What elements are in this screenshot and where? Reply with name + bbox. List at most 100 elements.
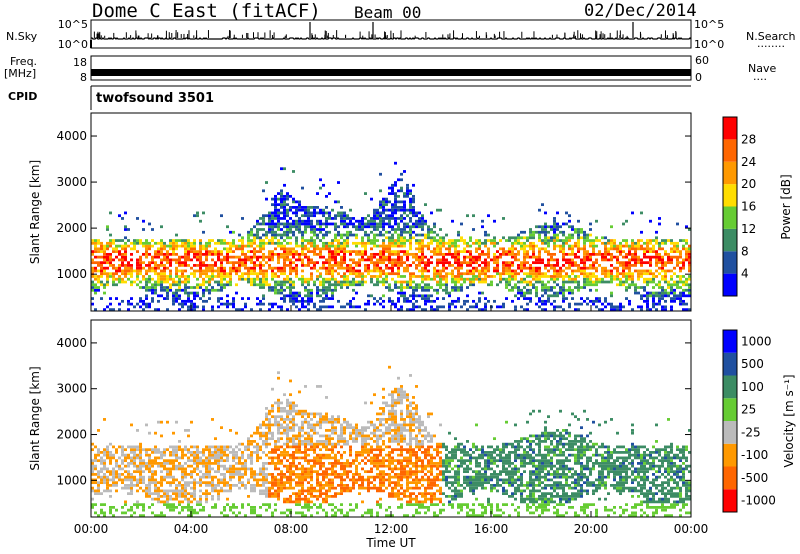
velocity-panel-cell (244, 448, 247, 452)
power-panel-cell (358, 252, 361, 256)
velocity-panel-cell (217, 481, 220, 485)
power-panel-cell (274, 247, 277, 251)
power-panel-cell (655, 239, 658, 242)
velocity-panel-cell (157, 492, 160, 496)
power-panel-cell (418, 219, 421, 223)
power-panel-cell (340, 264, 343, 267)
power-panel-cell (316, 211, 319, 215)
power-panel-cell (193, 308, 196, 311)
velocity-panel-cell (184, 445, 187, 449)
velocity-panel-cell (151, 448, 154, 452)
velocity-panel-cell (286, 514, 289, 517)
power-panel-cell (292, 225, 295, 229)
power-panel-cell (466, 294, 469, 298)
power-panel-cell (505, 280, 508, 284)
power-panel-cell (379, 269, 382, 273)
power-panel-cell (295, 228, 298, 231)
power-panel-cell (532, 233, 535, 237)
power-panel-cell (145, 272, 148, 276)
velocity-panel-cell (286, 398, 289, 402)
power-panel-cell (436, 250, 439, 253)
power-panel-cell (505, 264, 508, 267)
power-panel-cell (316, 233, 319, 237)
power-panel-cell (334, 247, 337, 251)
power-panel-cell (637, 275, 640, 278)
velocity-panel-cell (142, 462, 145, 465)
power-panel-cell (529, 233, 532, 237)
velocity-panel-cell (148, 492, 151, 496)
power-panel-cell (208, 266, 211, 270)
power-panel-cell (301, 230, 304, 234)
power-panel-cell (655, 250, 658, 253)
power-panel-cell (313, 302, 316, 306)
velocity-panel-cell (238, 456, 241, 460)
power-panel-cell (481, 261, 484, 265)
power-panel-cell (634, 269, 637, 273)
power-panel-cell (421, 272, 424, 276)
power-panel-cell (310, 239, 313, 242)
power-panel-cell (577, 255, 580, 259)
power-panel-cell (394, 219, 397, 223)
power-panel-cell (199, 272, 202, 276)
velocity-panel-cell (304, 431, 307, 435)
power-panel-cell (475, 261, 478, 265)
power-panel-cell (481, 308, 484, 311)
power-panel-cell (415, 214, 418, 218)
power-panel-cell (409, 228, 412, 231)
power-panel-cell (109, 233, 112, 237)
velocity-panel-cell (289, 409, 292, 413)
power-panel-cell (613, 266, 616, 270)
power-panel-cell (484, 264, 487, 267)
power-panel-cell (343, 283, 346, 287)
power-panel-cell (187, 299, 190, 303)
power-panel-cell (187, 247, 190, 251)
velocity-panel-cell (292, 445, 295, 449)
power-panel-cell (208, 264, 211, 267)
power-panel-cell (136, 269, 139, 273)
power-panel-cell (319, 230, 322, 234)
velocity-panel-cell (271, 437, 274, 441)
power-panel-cell (481, 277, 484, 281)
power-panel-cell (295, 244, 298, 248)
velocity-panel-cell (169, 508, 172, 512)
power-panel-cell (478, 291, 481, 295)
power-panel-cell (217, 297, 220, 300)
power-panel-cell (469, 258, 472, 262)
power-panel-cell (283, 197, 286, 201)
power-panel-cell (598, 239, 601, 242)
velocity-panel-cell (307, 497, 310, 501)
power-panel-cell (274, 194, 277, 198)
power-panel-cell (253, 233, 256, 237)
power-panel-cell (139, 280, 142, 284)
power-panel-cell (535, 269, 538, 273)
power-panel-cell (532, 247, 535, 251)
power-panel-cell (388, 258, 391, 262)
power-panel-cell (286, 211, 289, 215)
power-panel-cell (217, 299, 220, 303)
power-panel-cell (352, 258, 355, 262)
power-panel-cell (370, 225, 373, 229)
power-panel-cell (133, 280, 136, 284)
power-panel-cell (220, 258, 223, 262)
power-panel-cell (505, 261, 508, 265)
power-panel-cell (124, 244, 127, 248)
power-panel-cell (583, 239, 586, 242)
power-panel-cell (337, 211, 340, 215)
velocity-panel-cell (166, 467, 169, 471)
velocity-panel-cell (157, 489, 160, 493)
power-panel-cell (235, 247, 238, 251)
power-panel-cell (316, 252, 319, 256)
velocity-panel-cell (217, 478, 220, 482)
power-panel-cell (571, 272, 574, 276)
power-panel-cell (226, 294, 229, 298)
power-panel-cell (397, 261, 400, 265)
power-panel-cell (283, 200, 286, 204)
velocity-panel-cell (247, 453, 250, 457)
power-panel-cell (202, 305, 205, 309)
power-panel-cell (118, 264, 121, 267)
power-panel-cell (229, 266, 232, 270)
power-panel-cell (283, 277, 286, 281)
power-panel-cell (478, 258, 481, 262)
power-panel-cell (544, 211, 547, 215)
power-panel-cell (472, 275, 475, 278)
